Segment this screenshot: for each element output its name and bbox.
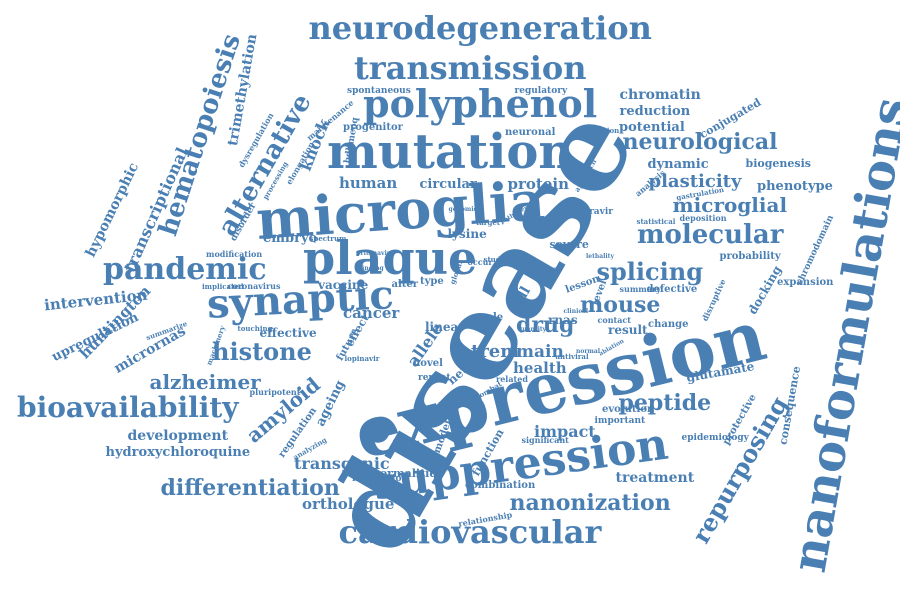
word-histone: histone	[212, 337, 312, 366]
word-reduction: reduction	[619, 103, 691, 119]
word-severe: severe	[549, 237, 589, 251]
word-combination: combination	[465, 480, 536, 491]
word-lysine: lysine	[447, 227, 487, 241]
word-type: type	[420, 276, 444, 287]
word-alter: alter	[391, 279, 419, 290]
word-spontaneous: spontaneous	[347, 85, 411, 96]
word-potential: potential	[619, 119, 685, 135]
word-rnas: rnas	[548, 313, 578, 327]
word-nanonization: nanonization	[509, 490, 671, 516]
word-health: health	[513, 358, 567, 377]
word-linear: linear	[425, 320, 465, 334]
word-implicated: implicated	[202, 281, 244, 291]
word-alteration: alteration	[580, 125, 620, 135]
word-splicing: splicing	[596, 257, 704, 286]
word-docking: docking	[745, 263, 785, 317]
word-molecular: molecular	[637, 220, 784, 250]
word-trem: trem	[471, 341, 520, 362]
word-protein: protein	[507, 174, 569, 193]
word-ritonavir: ritonavir	[360, 250, 390, 257]
word-alzheimer: alzheimer	[149, 370, 261, 394]
word-transgenic: transgenic	[294, 454, 390, 473]
word-summary: summary	[619, 284, 661, 294]
word-orthologue: orthologue	[302, 494, 395, 513]
word-embryo: embryo	[263, 230, 318, 246]
word-transmission: transmission	[354, 49, 587, 87]
word-hydroxychloroquine: hydroxychloroquine	[105, 444, 251, 460]
word-abnormalities: abnormalities	[357, 466, 443, 480]
word-impact: impact	[534, 422, 596, 441]
word-seven: seven	[542, 266, 562, 273]
word-neurological: neurological	[622, 129, 778, 155]
word-cancer: cancer	[343, 303, 400, 322]
word-quantity: quantity	[518, 326, 547, 333]
word-mouse: mouse	[580, 292, 661, 318]
word-role: role	[481, 312, 504, 323]
word-stage: stage	[526, 225, 554, 236]
word-touching: touching	[237, 323, 273, 333]
word-pluripotent: pluripotent	[249, 387, 301, 397]
word-deposition: deposition	[679, 213, 727, 223]
word-chromatin: chromatin	[619, 87, 701, 103]
word-biogenesis: biogenesis	[745, 156, 811, 170]
word-change: change	[648, 319, 689, 330]
word-study: study	[483, 254, 505, 264]
word-contact: contact	[597, 315, 631, 325]
word-polyphenol: polyphenol	[363, 81, 598, 126]
word-circular: circular	[419, 176, 477, 192]
word-defective: defective	[646, 284, 698, 295]
word-mutation: mutation	[327, 124, 574, 180]
word-development: development	[127, 428, 229, 444]
word-human: human	[339, 173, 398, 192]
word-favipiravir: favipiravir	[561, 206, 614, 217]
word-cardiovascular: cardiovascular	[338, 513, 602, 551]
word-microglial: microglial	[672, 193, 788, 217]
word-finding: finding	[360, 265, 384, 272]
word-effective: effective	[259, 326, 317, 340]
word-statistical: statistical	[636, 216, 676, 226]
word-lopinavir: lopinavir	[344, 353, 380, 363]
word-drug: drug	[516, 312, 575, 338]
word-result: result	[608, 323, 648, 337]
word-phenotype: phenotype	[757, 178, 833, 194]
word-bioavailability: bioavailability	[17, 391, 239, 424]
word-epidemiology: epidemiology	[681, 432, 749, 443]
word-significant: significant	[521, 435, 569, 445]
word-occur: occur	[467, 257, 493, 267]
word-repeat: repeat	[418, 372, 451, 383]
word-genomic: genomic	[448, 206, 478, 213]
word-plaque: plaque	[303, 231, 478, 285]
word-vaccine: vaccine	[318, 278, 369, 292]
word-novel: novel	[413, 358, 443, 369]
word-interaction: interaction	[352, 473, 409, 484]
word-expansion: expansion	[777, 277, 834, 288]
word-main: main	[516, 341, 564, 362]
word-lethality: lethality	[586, 253, 614, 260]
word-neuronal: neuronal	[505, 127, 556, 138]
word-antiviral: antiviral	[555, 351, 589, 361]
word-target: target	[476, 217, 501, 227]
word-dynamic: dynamic	[647, 156, 709, 172]
word-pandemic: pandemic	[103, 252, 267, 287]
word-related: related	[496, 374, 528, 384]
word-probability: probability	[719, 251, 781, 262]
word-normal: normal	[576, 348, 601, 355]
word-regulatory: regulatory	[514, 85, 568, 96]
word-neurodegeneration: neurodegeneration	[308, 9, 652, 47]
word-evolution: evolution	[602, 404, 655, 415]
word-modification: modification	[206, 249, 263, 259]
word-spectrum: spectrum	[309, 233, 347, 243]
word-treatment: treatment	[615, 470, 695, 486]
word-progenitor: progenitor	[343, 122, 403, 133]
word-important: important	[594, 415, 646, 426]
word-plasticity: plasticity	[648, 171, 742, 192]
word-differentiation: differentiation	[160, 475, 340, 501]
word-chromodomain: chromodomain	[794, 213, 837, 287]
word-peptide: peptide	[618, 390, 712, 416]
word-clinical: clinical	[563, 308, 589, 315]
word-coronavirus: coronavirus	[227, 281, 281, 291]
